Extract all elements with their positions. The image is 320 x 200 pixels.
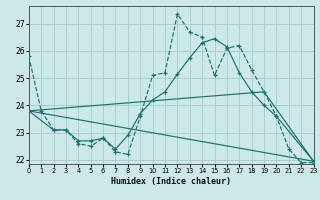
- X-axis label: Humidex (Indice chaleur): Humidex (Indice chaleur): [111, 177, 231, 186]
